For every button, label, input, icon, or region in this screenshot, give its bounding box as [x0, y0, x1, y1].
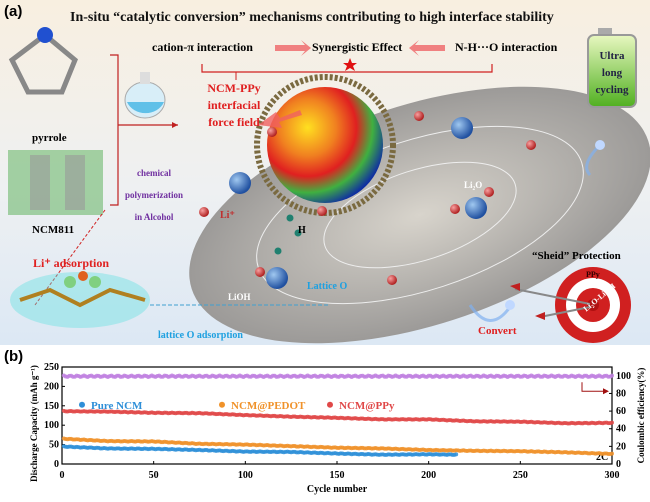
lattice-molecule: [10, 271, 150, 328]
data-point-pure-ncm: [454, 452, 459, 457]
y-tick-label: 250: [44, 362, 59, 373]
rate-annotation: 2C: [596, 452, 608, 463]
panel-a-schematic: (a) In-situ “catalytic conversion” mecha…: [0, 0, 650, 345]
y2-tick-label: 100: [616, 371, 631, 382]
x-tick-label: 50: [149, 470, 159, 481]
x-tick-label: 300: [605, 470, 620, 481]
schematic-title: In-situ “catalytic conversion” mechanism…: [70, 10, 554, 25]
y2-tick-label: 20: [616, 441, 626, 452]
panel-label-b: (b): [4, 348, 24, 365]
panel-b-chart: (b) 0 50 100 150 200 250 300 0 50 100 150 200 250 0 20…: [0, 345, 650, 502]
y2-axis-label: Coulombic efficiency(%): [636, 368, 646, 464]
legend-label: NCM@PPy: [339, 400, 395, 412]
lattice-o-label: Lattice O: [307, 281, 348, 292]
ncm811-crystal: [8, 150, 103, 215]
data-point-ncm-pedot: [610, 451, 614, 456]
right-axis-arrow: [581, 382, 606, 392]
shield-protection-label: “Sheid” Protection: [532, 250, 621, 262]
data-point-coulombic-efficiency: [610, 373, 614, 378]
ppy-label: PPy: [586, 270, 600, 279]
force-field-label: NCM-PPy interfacial force field: [207, 81, 261, 129]
x-tick-label: 200: [421, 470, 436, 481]
panel-label-a: (a): [4, 3, 23, 20]
legend-marker: [79, 401, 85, 408]
x-tick-label: 0: [60, 470, 65, 481]
arrow-right-icon: [275, 40, 311, 56]
nho-label: N-H···O interaction: [455, 40, 558, 54]
battery-label: Ultra long cycling: [595, 50, 629, 96]
y2-tick-label: 80: [616, 388, 626, 399]
y2-tick-label: 0: [616, 459, 621, 470]
legend-marker: [219, 401, 225, 408]
right-axis-arrowhead: [603, 388, 609, 395]
y-tick-label: 150: [44, 401, 59, 412]
legend-label: NCM@PEDOT: [231, 400, 306, 412]
polymerization-label: chemical polymerization in Alcohol: [125, 168, 183, 222]
data-point-ncm-ppy: [610, 420, 614, 425]
li-plus-label: Li⁺: [220, 210, 235, 221]
pyrrole-molecule: [8, 31, 79, 95]
convert-label: Convert: [478, 325, 517, 337]
star-icon: [343, 58, 357, 71]
lioh-label: LiOH: [228, 292, 251, 302]
y2-tick-label: 60: [616, 406, 626, 417]
cation-pi-label: cation-π interaction: [152, 40, 253, 54]
legend-marker: [327, 401, 333, 408]
arrow-left-icon: [409, 40, 445, 56]
legend-label: Pure NCM: [91, 400, 143, 412]
ncm-particle-sphere: [267, 87, 383, 203]
x-tick-label: 100: [238, 470, 253, 481]
synergistic-label: Synergistic Effect: [312, 40, 403, 54]
flask-icon: [124, 72, 166, 119]
x-tick-label: 150: [330, 470, 345, 481]
schematic-graphics: [8, 27, 650, 344]
y-axis-label: Discharge Capacity (mAh g⁻¹): [29, 365, 39, 482]
pyrrole-label: pyrrole: [32, 132, 67, 144]
atoms: [199, 111, 536, 289]
lattice-o-adsorption-label: lattice O adsorption: [158, 330, 243, 341]
h-label: H: [298, 225, 306, 236]
battery-icon: [587, 28, 637, 108]
y-tick-label: 100: [44, 420, 59, 431]
li2o-label: Li₂O: [464, 180, 483, 190]
force-arrow-icon: [258, 110, 302, 128]
y-tick-label: 50: [49, 440, 59, 451]
y2-tick-label: 40: [616, 424, 626, 435]
y-tick-label: 0: [54, 459, 59, 470]
li-adsorption-label: Li⁺ adsorption: [33, 256, 110, 270]
target-icon: [510, 267, 631, 343]
ncm811-label: NCM811: [32, 224, 75, 236]
y-tick-label: 200: [44, 381, 59, 392]
x-axis-label: Cycle number: [307, 484, 368, 495]
x-tick-label: 250: [513, 470, 528, 481]
cycling-chart: 0 50 100 150 200 250 3000501001502002500204060…: [29, 362, 646, 495]
